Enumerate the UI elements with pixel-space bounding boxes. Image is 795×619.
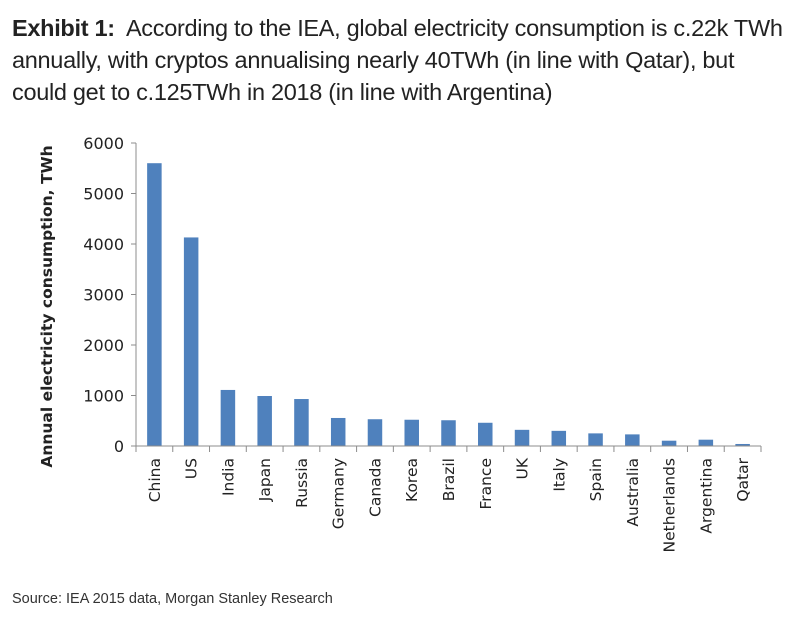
bar-japan [257,396,272,446]
category-label: Russia [293,458,311,508]
bar-spain [588,433,603,446]
category-label: UK [514,457,532,479]
source-note: Source: IEA 2015 data, Morgan Stanley Re… [12,591,333,607]
category-label: Spain [587,458,605,501]
exhibit-lead: Exhibit 1: [12,15,115,41]
y-axis-title: Annual electricity consumption, TWh [38,145,56,467]
bar-italy [551,430,567,446]
category-label: Netherlands [661,458,679,552]
x-axis [135,445,762,452]
category-label: India [219,458,237,496]
category-label: Brazil [440,458,458,501]
bar-india [220,389,236,446]
y-tick-label: 0 [114,437,124,456]
category-label: China [146,458,164,502]
exhibit-text: According to the IEA, global electricity… [12,15,783,105]
category-labels: China US India Japan Russia Germany Canada Kore… [146,457,752,552]
bar-germany [330,417,346,446]
bar-us [183,237,199,446]
category-label: Qatar [734,457,752,501]
bar-china [147,163,162,446]
y-tick-label: 6000 [83,134,124,153]
bar-france [478,422,493,446]
bar-qatar [735,443,750,446]
category-label: Germany [330,458,348,529]
exhibit-title: Exhibit 1: According to the IEA, global … [12,12,787,108]
category-label: Korea [403,458,421,502]
bar-russia [294,399,309,446]
category-label: Australia [624,458,642,527]
bar-netherlands [661,440,677,446]
bar-argentina [698,439,714,446]
bar-brazil [441,420,456,446]
y-tick-label: 3000 [83,286,124,305]
category-label: Canada [366,458,384,517]
y-axis: 0 1000 2000 3000 4000 5000 6000 [83,134,137,456]
y-tick-label: 2000 [83,336,124,355]
category-label: US [183,458,201,479]
category-label: France [477,458,495,510]
y-tick-label: 5000 [83,185,124,204]
category-label: Japan [256,458,274,502]
bars [147,163,750,446]
category-label: Italy [550,458,568,492]
bar-canada [367,419,383,446]
bar-uk [514,429,530,446]
y-tick-label: 4000 [83,235,124,254]
bar-korea [404,419,419,446]
category-label: Argentina [697,458,715,534]
bar-australia [625,434,640,446]
y-tick-label: 1000 [83,387,124,406]
